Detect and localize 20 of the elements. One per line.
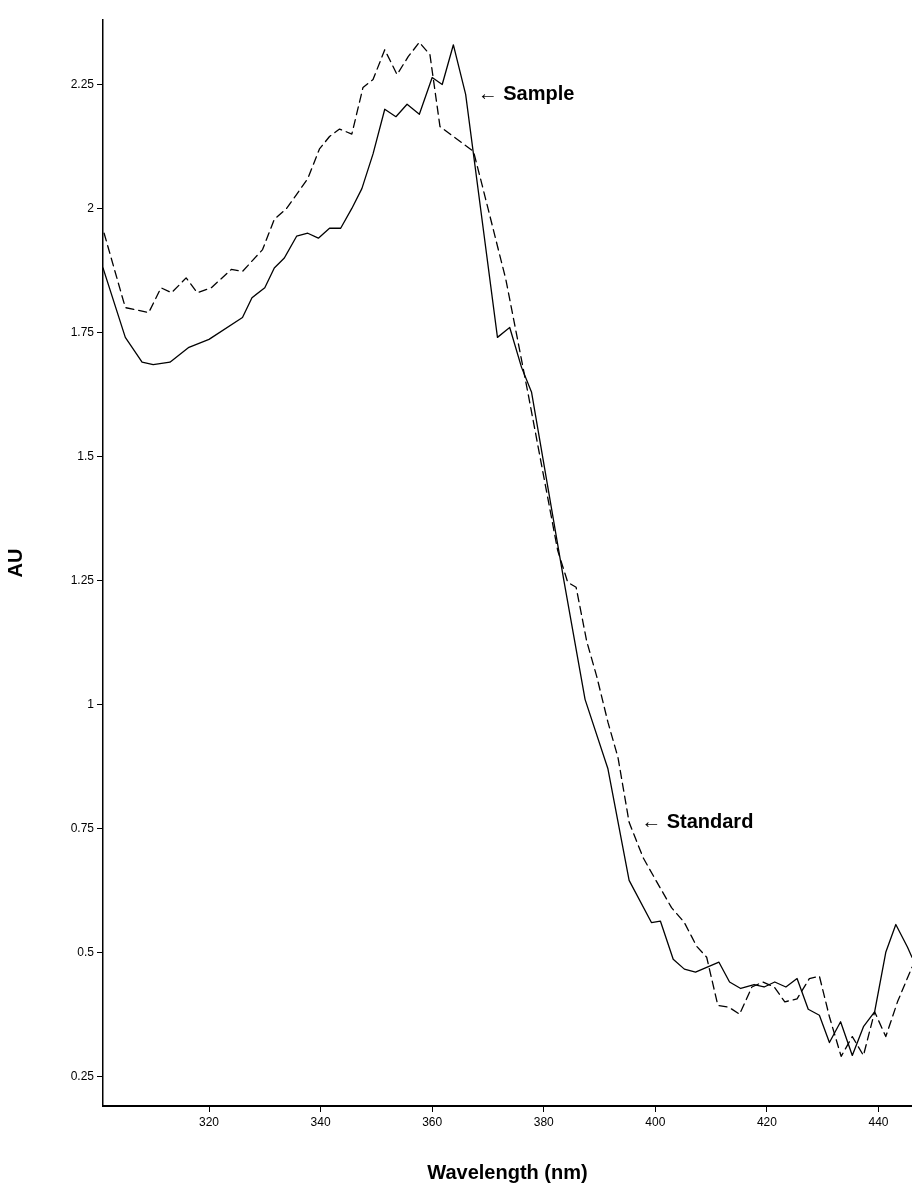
y-tick-label: 1.25 — [70, 572, 95, 587]
y-axis-title: AU — [3, 548, 26, 578]
y-tick-label: 0.25 — [70, 1068, 95, 1083]
annotation: ← Standard — [641, 809, 754, 832]
y-tick-label: 1.75 — [70, 324, 95, 339]
x-tick-label: 400 — [645, 1114, 666, 1129]
x-tick-label: 340 — [310, 1114, 331, 1129]
x-tick-label: 420 — [756, 1114, 778, 1129]
y-tick-label: 1.5 — [77, 448, 95, 463]
y-tick-label: 0.75 — [70, 820, 95, 835]
y-tick-label: 0.5 — [77, 944, 95, 959]
x-axis-title: Wavelength (nm) — [427, 1160, 588, 1183]
y-tick-label: 2.25 — [70, 76, 95, 91]
annotation: ← Sample — [477, 81, 575, 104]
x-tick-label: 360 — [422, 1114, 443, 1129]
x-tick-label: 440 — [868, 1114, 889, 1129]
x-tick-label: 320 — [198, 1114, 220, 1129]
y-tick-label: 2 — [87, 200, 95, 215]
y-tick-label: 1 — [87, 696, 95, 711]
x-tick-label: 380 — [533, 1114, 555, 1129]
